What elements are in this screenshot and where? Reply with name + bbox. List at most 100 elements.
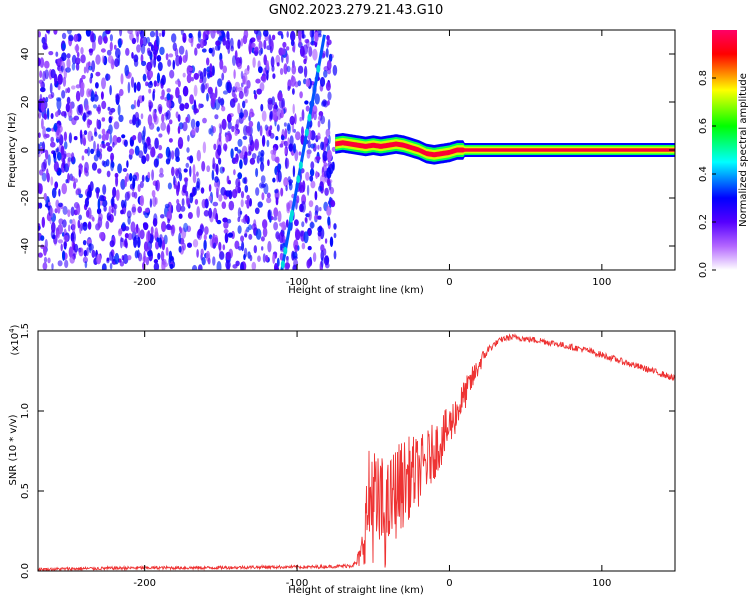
- noise-speckle: [212, 201, 219, 207]
- noise-speckle: [58, 188, 61, 197]
- noise-speckle: [258, 66, 263, 74]
- noise-speckle: [233, 169, 236, 176]
- noise-speckle: [109, 133, 113, 145]
- noise-speckle: [182, 85, 189, 97]
- noise-speckle: [51, 263, 54, 270]
- noise-speckle: [57, 239, 64, 244]
- noise-speckle: [90, 72, 94, 79]
- noise-speckle: [331, 146, 337, 152]
- noise-speckle: [301, 109, 305, 121]
- noise-speckle: [61, 52, 67, 62]
- noise-speckle: [47, 30, 51, 35]
- noise-speckle: [68, 132, 72, 144]
- noise-speckle: [63, 150, 67, 160]
- noise-speckle: [171, 33, 177, 43]
- noise-speckle: [178, 226, 182, 232]
- noise-speckle: [227, 218, 232, 224]
- noise-speckle: [149, 70, 153, 78]
- noise-speckle: [130, 104, 135, 110]
- noise-speckle: [60, 65, 64, 73]
- noise-speckle: [187, 67, 193, 72]
- noise-speckle: [244, 68, 250, 75]
- noise-speckle: [157, 61, 163, 72]
- noise-speckle: [131, 203, 137, 216]
- noise-speckle: [140, 54, 144, 63]
- noise-speckle: [200, 83, 206, 94]
- noise-speckle: [97, 198, 101, 211]
- noise-speckle: [178, 94, 182, 105]
- colorbar-label: Normalized spectral amplitude: [738, 73, 749, 227]
- noise-speckle: [111, 207, 114, 214]
- noise-speckle: [73, 136, 78, 141]
- noise-speckle: [329, 236, 334, 248]
- noise-speckle: [218, 251, 225, 261]
- noise-speckle: [272, 177, 276, 183]
- noise-speckle: [38, 183, 43, 195]
- noise-speckle: [214, 114, 219, 120]
- noise-speckle: [124, 191, 130, 201]
- noise-speckle: [178, 55, 183, 65]
- noise-speckle: [61, 32, 67, 40]
- noise-speckle: [294, 244, 298, 253]
- noise-speckle: [50, 176, 54, 186]
- noise-speckle: [249, 198, 252, 207]
- diagonal-line-blob: [289, 214, 294, 223]
- noise-speckle: [173, 175, 176, 186]
- noise-speckle: [234, 123, 239, 130]
- noise-speckle: [110, 152, 115, 162]
- noise-speckle: [325, 255, 329, 264]
- noise-speckle: [53, 161, 60, 173]
- noise-speckle: [66, 152, 72, 158]
- noise-speckle: [71, 117, 77, 126]
- noise-speckle: [308, 200, 314, 208]
- noise-speckle: [73, 243, 79, 253]
- noise-speckle: [166, 99, 172, 108]
- noise-speckle: [115, 189, 120, 201]
- noise-speckle: [158, 32, 162, 37]
- noise-speckle: [221, 118, 227, 130]
- snr-y-multiplier-close: ): [10, 324, 21, 328]
- noise-speckle: [260, 175, 266, 184]
- noise-speckle: [277, 170, 282, 183]
- noise-speckle: [283, 63, 288, 75]
- noise-speckle: [62, 219, 67, 228]
- noise-speckle: [45, 96, 49, 103]
- noise-speckle: [43, 192, 47, 201]
- noise-speckle: [87, 119, 93, 126]
- noise-speckle: [292, 45, 295, 52]
- noise-speckle: [132, 177, 136, 190]
- noise-speckle: [137, 184, 141, 192]
- noise-speckle: [208, 184, 212, 192]
- noise-speckle: [246, 126, 252, 137]
- noise-speckle: [279, 143, 284, 148]
- noise-speckle: [218, 132, 222, 143]
- y-tick-label: 20: [20, 96, 31, 109]
- noise-speckle: [207, 257, 211, 265]
- noise-speckle: [76, 52, 80, 58]
- noise-speckle: [323, 66, 329, 72]
- noise-speckle: [90, 148, 95, 154]
- noise-speckle: [237, 102, 241, 115]
- noise-speckle: [158, 106, 163, 115]
- noise-speckle: [241, 82, 244, 88]
- noise-speckle: [47, 257, 51, 264]
- diagonal-line-blob: [316, 64, 321, 73]
- noise-speckle: [237, 225, 242, 234]
- noise-speckle: [215, 40, 221, 46]
- noise-speckle: [287, 124, 291, 135]
- noise-speckle: [154, 227, 159, 239]
- noise-speckle: [146, 61, 152, 72]
- noise-speckle: [85, 104, 90, 113]
- noise-speckle: [84, 161, 89, 174]
- noise-speckle: [71, 218, 76, 231]
- noise-speckle: [161, 113, 165, 123]
- noise-speckle: [91, 135, 94, 141]
- noise-speckle: [155, 180, 158, 191]
- noise-speckle: [317, 226, 323, 233]
- noise-speckle: [108, 116, 113, 124]
- noise-speckle: [55, 111, 59, 118]
- noise-speckle: [222, 90, 229, 95]
- noise-speckle: [129, 119, 133, 125]
- noise-speckle: [295, 131, 301, 141]
